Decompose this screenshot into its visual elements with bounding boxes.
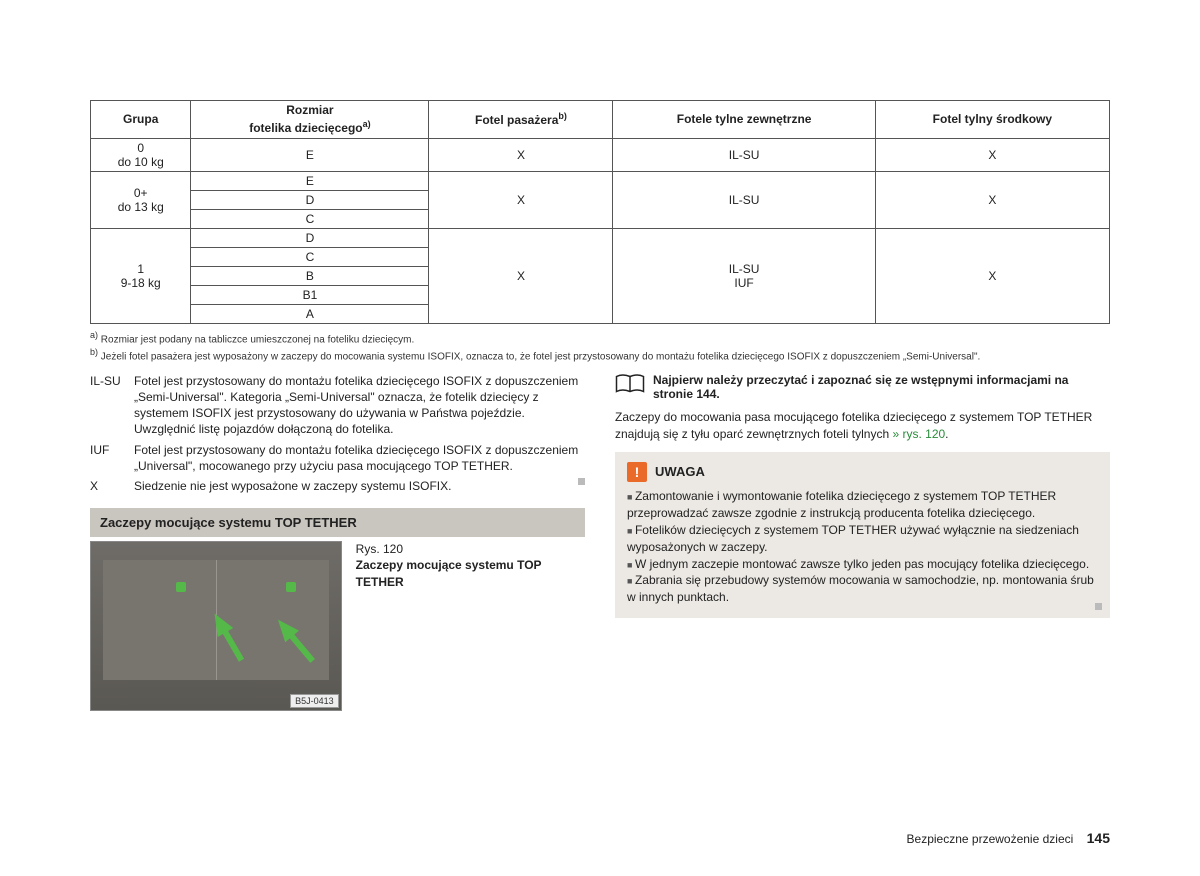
cell: A — [191, 305, 429, 324]
cell: X — [875, 139, 1109, 172]
th-group: Grupa — [91, 101, 191, 139]
warning-item: Zabrania się przebudowy systemów mocowan… — [627, 572, 1098, 606]
page-number: 145 — [1087, 830, 1110, 846]
warning-item: W jednym zaczepie montować zawsze tylko … — [627, 556, 1098, 573]
cell: X — [429, 139, 613, 172]
def-ilsu: IL-SU Fotel jest przystosowany do montaż… — [90, 373, 585, 438]
right-column: Najpierw należy przeczytać i zapoznać si… — [615, 373, 1110, 711]
figure-image: B5J-0413 — [90, 541, 342, 711]
th-rear-outer: Fotele tylne zewnętrzne — [613, 101, 875, 139]
cell: D — [191, 191, 429, 210]
cell-g0: 0do 10 kg — [91, 139, 191, 172]
cell: X — [429, 229, 613, 324]
figure-code: B5J-0413 — [290, 694, 339, 708]
anchor-icon — [286, 582, 296, 592]
warning-item: Zamontowanie i wymontowanie fotelika dzi… — [627, 488, 1098, 522]
warning-title: UWAGA — [655, 463, 705, 481]
cell: B1 — [191, 286, 429, 305]
cell: D — [191, 229, 429, 248]
cell-g0p: 0+do 13 kg — [91, 172, 191, 229]
cell: IL-SUIUF — [613, 229, 875, 324]
body-paragraph: Zaczepy do mocowania pasa mocującego fot… — [615, 409, 1110, 443]
book-icon — [615, 373, 645, 395]
left-column: IL-SU Fotel jest przystosowany do montaż… — [90, 373, 585, 711]
th-passenger: Fotel pasażerab) — [429, 101, 613, 139]
anchor-icon — [176, 582, 186, 592]
th-rear-center: Fotel tylny środkowy — [875, 101, 1109, 139]
figure-block: B5J-0413 Rys. 120 Zaczepy mocujące syste… — [90, 541, 585, 711]
warning-box: ! UWAGA Zamontowanie i wymontowanie fote… — [615, 452, 1110, 618]
cell: X — [429, 172, 613, 229]
cell: C — [191, 248, 429, 267]
cell: IL-SU — [613, 172, 875, 229]
cell: B — [191, 267, 429, 286]
section-end-icon — [578, 478, 585, 485]
def-iuf: IUF Fotel jest przystosowany do montażu … — [90, 442, 585, 474]
read-first-note: Najpierw należy przeczytać i zapoznać si… — [615, 373, 1110, 401]
cell: C — [191, 210, 429, 229]
page-footer: Bezpieczne przewożenie dzieci 145 — [907, 830, 1110, 846]
warning-item: Fotelików dziecięcych z systemem TOP TET… — [627, 522, 1098, 556]
th-size: Rozmiarfotelika dziecięcegoa) — [191, 101, 429, 139]
cell: E — [191, 139, 429, 172]
figure-caption: Rys. 120 Zaczepy mocujące systemu TOP TE… — [356, 541, 585, 711]
section-heading: Zaczepy mocujące systemu TOP TETHER — [90, 508, 585, 537]
cell: IL-SU — [613, 139, 875, 172]
table-footnotes: a) Rozmiar jest podany na tabliczce umie… — [90, 330, 1110, 363]
isofix-table: Grupa Rozmiarfotelika dziecięcegoa) Fote… — [90, 100, 1110, 324]
cell: E — [191, 172, 429, 191]
warning-icon: ! — [627, 462, 647, 482]
cell: X — [875, 229, 1109, 324]
def-x: X Siedzenie nie jest wyposażone w zaczep… — [90, 478, 585, 494]
cell: X — [875, 172, 1109, 229]
figure-reference-link[interactable]: » rys. 120 — [892, 427, 945, 441]
cell-g1: 19-18 kg — [91, 229, 191, 324]
section-end-icon — [1095, 603, 1102, 610]
